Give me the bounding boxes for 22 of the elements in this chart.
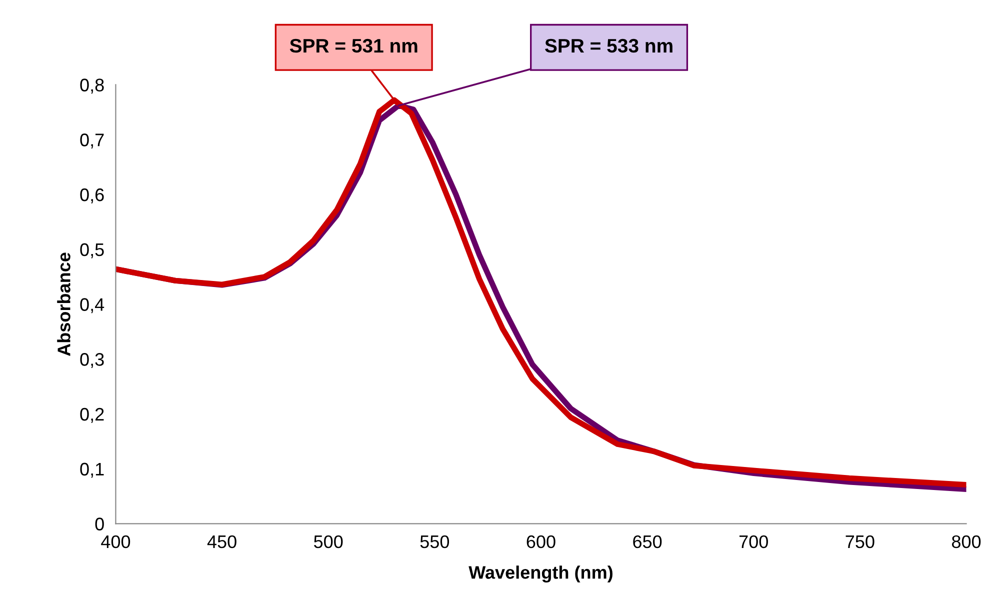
y-tick-label: 0 <box>95 518 104 530</box>
x-tick-label: 800 <box>952 535 981 548</box>
y-tick-label: 0,2 <box>80 408 104 423</box>
y-tick-label: 0,5 <box>80 243 104 258</box>
y-tick-label: 0,1 <box>80 462 104 478</box>
y-tick-label: 0,6 <box>80 188 104 204</box>
x-tick-label: 700 <box>739 535 768 548</box>
x-axis-title: Wavelength (nm) <box>468 566 612 582</box>
annotation: SPR = 531 nm <box>290 38 418 53</box>
x-tick-label: 600 <box>526 535 556 548</box>
y-tick-label: 0,7 <box>80 134 104 148</box>
y-axis-title: Absorbance <box>57 252 70 356</box>
y-tick-label: 0,4 <box>80 298 104 314</box>
x-tick-label: 400 <box>101 535 130 548</box>
x-tick-label: 650 <box>633 535 662 548</box>
y-tick-label: 0,3 <box>80 353 104 368</box>
x-tick-label: 450 <box>207 535 236 548</box>
x-tick-label: 750 <box>846 535 874 548</box>
y-tick-label: 0,8 <box>80 78 104 94</box>
annotation: SPR = 533 nm <box>545 38 672 53</box>
x-tick-label: 550 <box>420 535 450 548</box>
x-tick-label: 500 <box>314 535 343 548</box>
